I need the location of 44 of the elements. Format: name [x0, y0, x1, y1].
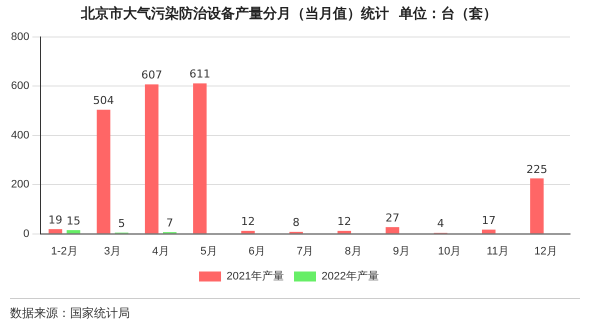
data-label: 27 — [385, 212, 400, 225]
bar — [241, 230, 255, 234]
chart-title: 北京市大气污染防治设备产量分月（当月值）统计 单位：台（套） — [80, 5, 497, 22]
source-note: 数据来源：国家统计局 — [10, 298, 580, 322]
legend-label: 2021年产量 — [226, 270, 284, 283]
data-label: 504 — [93, 94, 114, 108]
x-tick-label: 7月 — [296, 245, 314, 258]
data-label: 225 — [526, 162, 548, 176]
x-tick-label: 3月 — [104, 245, 122, 258]
legend-label: 2022年产量 — [322, 270, 379, 283]
data-label: 15 — [66, 214, 80, 228]
y-tick-label: 0 — [23, 228, 30, 240]
x-tick-label: 8月 — [344, 245, 362, 258]
x-tick-label: 1-2月 — [50, 245, 78, 258]
data-label: 12 — [241, 215, 255, 228]
bar — [48, 229, 62, 234]
x-tick-label: 9月 — [392, 245, 410, 258]
data-label: 611 — [189, 68, 210, 81]
bar — [338, 230, 352, 234]
data-label: 607 — [141, 68, 162, 82]
data-label: 17 — [482, 214, 496, 227]
x-tick-label: 11月 — [486, 245, 509, 258]
x-tick-label: 4月 — [152, 245, 170, 258]
x-tick-label: 10月 — [438, 245, 462, 258]
bar — [96, 110, 110, 234]
data-label: 4 — [437, 217, 444, 230]
bar — [482, 230, 496, 234]
y-tick-label: 400 — [10, 129, 30, 142]
bar — [386, 227, 400, 234]
y-tick-label: 200 — [10, 178, 30, 191]
data-label: 5 — [118, 216, 126, 230]
x-tick-label: 6月 — [248, 245, 266, 258]
bar — [193, 83, 207, 234]
data-label: 8 — [292, 216, 300, 230]
data-label: 19 — [48, 213, 62, 226]
x-tick-label: 12月 — [534, 245, 558, 258]
y-tick-label: 600 — [10, 80, 30, 92]
x-tick-label: 5月 — [200, 245, 218, 258]
bar — [144, 84, 158, 234]
bar — [530, 178, 544, 234]
bar — [66, 230, 80, 234]
data-label: 12 — [337, 215, 352, 228]
y-tick-label: 800 — [10, 30, 30, 43]
data-label: 7 — [166, 216, 174, 230]
